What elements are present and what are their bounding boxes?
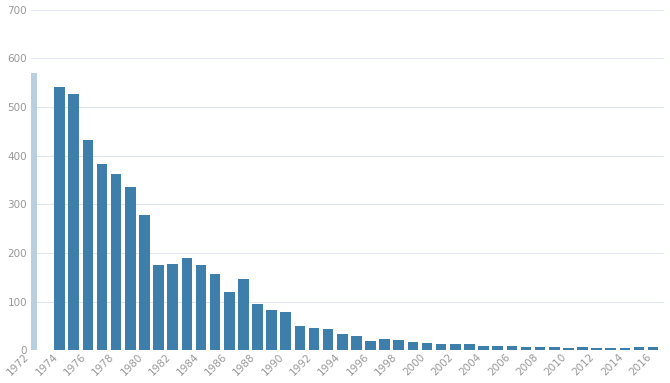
Bar xyxy=(379,339,390,350)
Bar xyxy=(238,279,249,350)
Bar xyxy=(68,94,79,350)
Bar xyxy=(407,342,418,350)
Bar xyxy=(620,348,630,350)
Bar xyxy=(252,304,263,350)
Bar xyxy=(309,328,320,350)
Bar xyxy=(634,347,645,350)
Bar xyxy=(54,87,65,350)
Bar xyxy=(648,347,659,350)
Bar xyxy=(125,187,135,350)
Bar xyxy=(168,264,178,350)
Bar xyxy=(478,346,489,350)
Bar xyxy=(295,326,305,350)
Bar xyxy=(421,343,432,350)
Bar xyxy=(210,274,220,350)
Bar xyxy=(365,340,376,350)
Bar xyxy=(606,348,616,350)
Bar xyxy=(563,348,574,350)
Bar xyxy=(323,329,334,350)
Bar xyxy=(139,215,149,350)
Bar xyxy=(153,265,164,350)
Bar xyxy=(111,173,121,350)
Bar xyxy=(224,292,234,350)
Bar xyxy=(351,336,362,350)
Bar xyxy=(464,344,475,350)
Bar xyxy=(507,346,517,350)
Bar xyxy=(393,340,404,350)
Bar xyxy=(281,312,291,350)
Bar xyxy=(26,73,37,350)
Bar xyxy=(196,265,206,350)
Bar xyxy=(82,139,93,350)
Bar xyxy=(535,347,545,350)
Bar xyxy=(592,348,602,350)
Bar xyxy=(577,347,588,350)
Bar xyxy=(182,258,192,350)
Bar xyxy=(450,344,460,350)
Bar xyxy=(549,347,559,350)
Bar xyxy=(436,344,446,350)
Bar xyxy=(266,310,277,350)
Bar xyxy=(337,334,348,350)
Bar xyxy=(521,347,531,350)
Bar xyxy=(96,164,107,350)
Bar xyxy=(492,346,503,350)
